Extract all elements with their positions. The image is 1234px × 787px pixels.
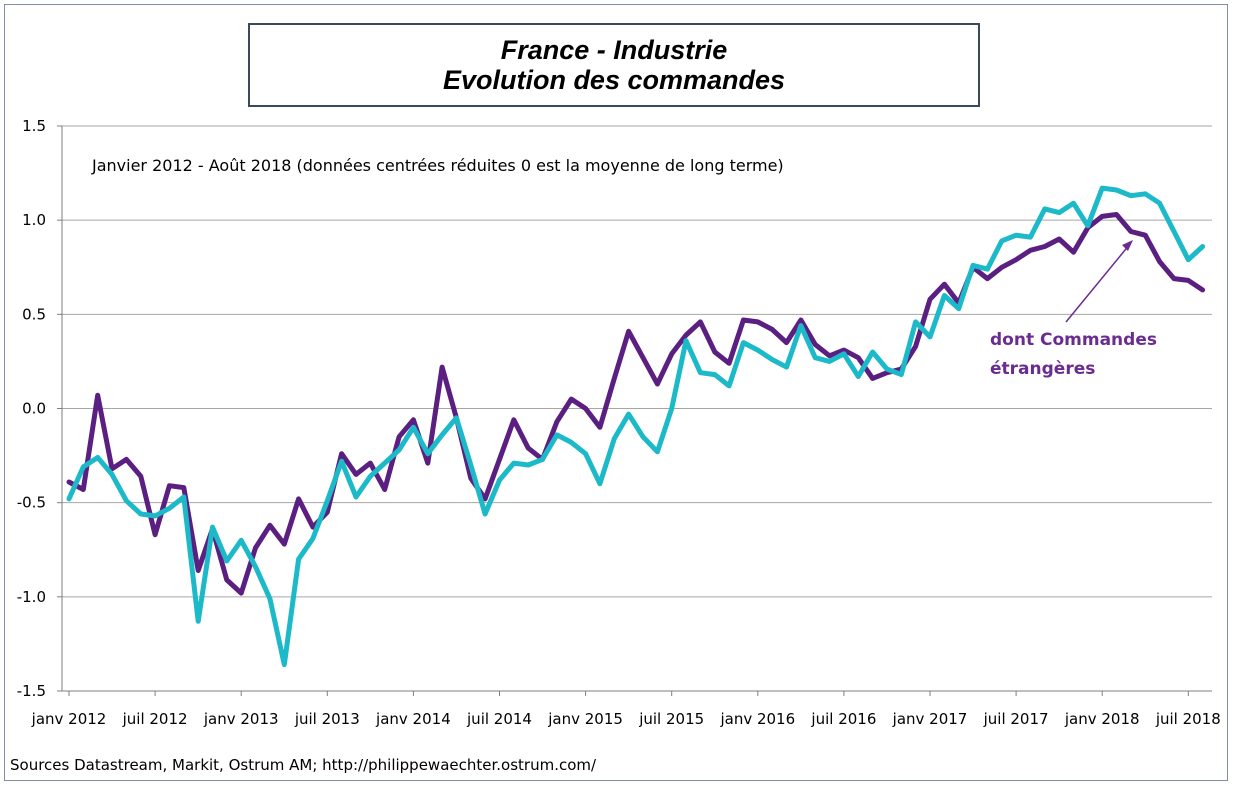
y-tick-label: 0.0 xyxy=(22,400,46,418)
x-tick-label: juil 2018 xyxy=(1155,710,1221,728)
x-tick-label: juil 2017 xyxy=(983,710,1049,728)
x-axis-ticks: janv 2012 juil 2012 janv 2013 juil 2013 janv… xyxy=(31,691,1221,728)
x-tick-label: janv 2017 xyxy=(892,710,968,728)
x-tick-label: juil 2012 xyxy=(122,710,188,728)
source-note: Sources Datastream, Markit, Ostrum AM; h… xyxy=(10,756,597,774)
annotation: dont Commandes étrangères xyxy=(990,240,1157,379)
chart-frame xyxy=(4,4,1228,781)
y-tick-label: 1.5 xyxy=(22,117,46,135)
chart-title-line-2: Evolution des commandes xyxy=(442,65,786,95)
x-tick-label: juil 2015 xyxy=(638,710,704,728)
y-tick-label: -1.5 xyxy=(17,682,46,700)
series-lines xyxy=(66,185,1206,668)
annotation-arrowhead xyxy=(1122,240,1133,251)
x-tick-label: janv 2013 xyxy=(203,710,279,728)
x-tick-label: janv 2014 xyxy=(375,710,451,728)
x-tick-label: janv 2012 xyxy=(31,710,107,728)
chart-subtitle: Janvier 2012 - Août 2018 (données centré… xyxy=(91,156,784,175)
gridlines xyxy=(62,125,1212,598)
y-tick-label: -0.5 xyxy=(17,494,46,512)
x-tick-label: janv 2016 xyxy=(719,710,795,728)
x-tick-label: juil 2016 xyxy=(810,710,876,728)
series-line-total xyxy=(66,212,1206,596)
chart-title-line-1: France - Industrie xyxy=(500,35,728,65)
annotation-line-2: étrangères xyxy=(990,359,1095,379)
series-line-foreign xyxy=(66,185,1206,668)
y-tick-label: 0.5 xyxy=(22,305,46,323)
x-tick-label: juil 2014 xyxy=(466,710,532,728)
y-tick-label: 1.0 xyxy=(22,211,46,229)
x-tick-label: juil 2013 xyxy=(294,710,360,728)
x-tick-label: janv 2015 xyxy=(547,710,623,728)
annotation-line-1: dont Commandes xyxy=(990,330,1157,350)
title-box: France - Industrie Evolution des command… xyxy=(248,23,980,107)
y-tick-label: -1.0 xyxy=(17,588,46,606)
y-axis-ticks: 1.5 1.0 0.5 0.0 -0.5 -1.0 -1.5 xyxy=(17,117,62,700)
x-tick-label: janv 2018 xyxy=(1064,710,1140,728)
annotation-arrow xyxy=(1065,243,1131,323)
